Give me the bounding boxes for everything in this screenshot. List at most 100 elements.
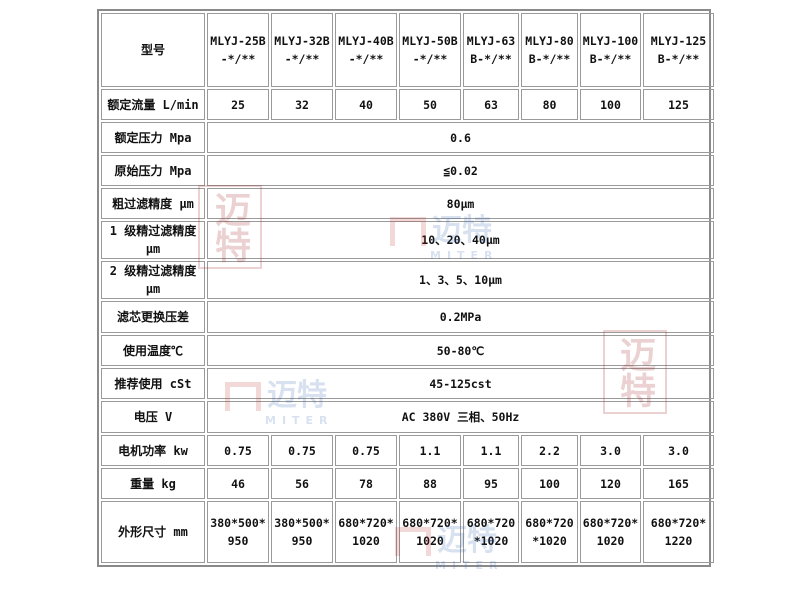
model-suffix: B-*/** xyxy=(589,52,632,66)
model-name: MLYJ-63 xyxy=(466,34,516,48)
model-cell: MLYJ-40B -*/** xyxy=(335,13,397,87)
row-label: 粗过滤精度 μm xyxy=(101,188,205,219)
cell: 95 xyxy=(463,468,519,499)
model-cell: MLYJ-125 B-*/** xyxy=(643,13,714,87)
cell: 680*720* 1020 xyxy=(399,501,461,563)
cell: 80μm xyxy=(207,188,714,219)
size-line: 680*720 xyxy=(525,516,574,530)
cell: 56 xyxy=(271,468,333,499)
model-cell: MLYJ-32B -*/** xyxy=(271,13,333,87)
row-label: 重量 kg xyxy=(101,468,205,499)
cell: 25 xyxy=(207,89,269,120)
row-label: 滤芯更换压差 xyxy=(101,301,205,333)
spec-row: 1 级精过滤精度 μm 10、20、40μm xyxy=(101,221,714,259)
row-label: 外形尺寸 mm xyxy=(101,501,205,563)
model-cell: MLYJ-25B -*/** xyxy=(207,13,269,87)
model-suffix: -*/** xyxy=(220,52,256,66)
size-line: 950 xyxy=(227,534,249,548)
model-suffix: -*/** xyxy=(284,52,320,66)
row-label: 原始压力 Mpa xyxy=(101,155,205,186)
model-name: MLYJ-40B xyxy=(338,34,394,48)
spec-row: 滤芯更换压差 0.2MPa xyxy=(101,301,714,333)
row-label: 额定流量 L/min xyxy=(101,89,205,120)
spec-table-container: 型号 MLYJ-25B -*/** MLYJ-32B -*/** MLYJ-40B -… xyxy=(97,9,714,567)
model-cell: MLYJ-63 B-*/** xyxy=(463,13,519,87)
cell: 680*720* 1220 xyxy=(643,501,714,563)
cell: 32 xyxy=(271,89,333,120)
cell: 40 xyxy=(335,89,397,120)
cell: 1.1 xyxy=(463,435,519,466)
model-name: MLYJ-100 xyxy=(582,34,639,48)
row-label: 电压 V xyxy=(101,401,205,433)
size-line: *1020 xyxy=(532,534,567,548)
size-line: 1020 xyxy=(416,534,444,548)
size-line: 1220 xyxy=(664,534,693,548)
spec-row: 粗过滤精度 μm 80μm xyxy=(101,188,714,219)
model-suffix: B-*/** xyxy=(657,52,700,66)
spec-row: 使用温度℃ 50-80℃ xyxy=(101,335,714,366)
cell: 3.0 xyxy=(643,435,714,466)
weight-row: 重量 kg 46 56 78 88 95 100 120 165 xyxy=(101,468,714,499)
model-name: MLYJ-80 xyxy=(525,34,574,48)
size-line: 1020 xyxy=(596,534,625,548)
cell: 88 xyxy=(399,468,461,499)
model-suffix: B-*/** xyxy=(470,52,512,66)
cell: 45-125cst xyxy=(207,368,714,399)
size-line: 680*720* xyxy=(650,516,707,530)
model-name: MLYJ-125 xyxy=(650,34,707,48)
row-label: 电机功率 kw xyxy=(101,435,205,466)
header-row: 型号 MLYJ-25B -*/** MLYJ-32B -*/** MLYJ-40B -… xyxy=(101,13,714,87)
cell: 680*720* 1020 xyxy=(335,501,397,563)
cell: 120 xyxy=(580,468,641,499)
cell: 0.2MPa xyxy=(207,301,714,333)
cell: 1.1 xyxy=(399,435,461,466)
spec-row: 2 级精过滤精度 μm 1、3、5、10μm xyxy=(101,261,714,299)
spec-row: 额定压力 Mpa 0.6 xyxy=(101,122,714,153)
cell: 165 xyxy=(643,468,714,499)
model-cell: MLYJ-50B -*/** xyxy=(399,13,461,87)
spec-row: 推荐使用 cSt 45-125cst xyxy=(101,368,714,399)
spec-row: 原始压力 Mpa ≦0.02 xyxy=(101,155,714,186)
size-line: 950 xyxy=(291,534,313,548)
model-cell: MLYJ-80 B-*/** xyxy=(521,13,578,87)
cell: 100 xyxy=(521,468,578,499)
size-line: *1020 xyxy=(473,534,509,548)
flow-row: 额定流量 L/min 25 32 40 50 63 80 100 125 xyxy=(101,89,714,120)
row-label: 使用温度℃ xyxy=(101,335,205,366)
model-name: MLYJ-32B xyxy=(274,34,330,48)
model-label: 型号 xyxy=(101,13,205,87)
cell: 80 xyxy=(521,89,578,120)
size-line: 680*720* xyxy=(582,516,639,530)
model-suffix: -*/** xyxy=(412,52,448,66)
cell: 0.75 xyxy=(335,435,397,466)
cell: 46 xyxy=(207,468,269,499)
model-cell: MLYJ-100 B-*/** xyxy=(580,13,641,87)
cell: 680*720 *1020 xyxy=(521,501,578,563)
cell: 125 xyxy=(643,89,714,120)
cell: 0.75 xyxy=(207,435,269,466)
cell: 100 xyxy=(580,89,641,120)
cell: 50 xyxy=(399,89,461,120)
model-suffix: B-*/** xyxy=(528,52,571,66)
cell: 2.2 xyxy=(521,435,578,466)
size-line: 680*720* xyxy=(402,516,458,530)
cell: AC 380V 三相、50Hz xyxy=(207,401,714,433)
cell: 680*720* 1020 xyxy=(580,501,641,563)
cell: 50-80℃ xyxy=(207,335,714,366)
model-suffix: -*/** xyxy=(348,52,384,66)
cell: 380*500* 950 xyxy=(207,501,269,563)
cell: 1、3、5、10μm xyxy=(207,261,714,299)
row-label: 额定压力 Mpa xyxy=(101,122,205,153)
size-line: 1020 xyxy=(352,534,380,548)
cell: 63 xyxy=(463,89,519,120)
size-row: 外形尺寸 mm 380*500* 950 380*500* 950 680*720*… xyxy=(101,501,714,563)
cell: 10、20、40μm xyxy=(207,221,714,259)
row-label: 2 级精过滤精度 μm xyxy=(101,261,205,299)
size-line: 680*720* xyxy=(338,516,394,530)
cell: ≦0.02 xyxy=(207,155,714,186)
cell: 3.0 xyxy=(580,435,641,466)
row-label: 推荐使用 cSt xyxy=(101,368,205,399)
spec-table: 型号 MLYJ-25B -*/** MLYJ-32B -*/** MLYJ-40B -… xyxy=(99,11,716,565)
cell: 380*500* 950 xyxy=(271,501,333,563)
spec-row: 电压 V AC 380V 三相、50Hz xyxy=(101,401,714,433)
